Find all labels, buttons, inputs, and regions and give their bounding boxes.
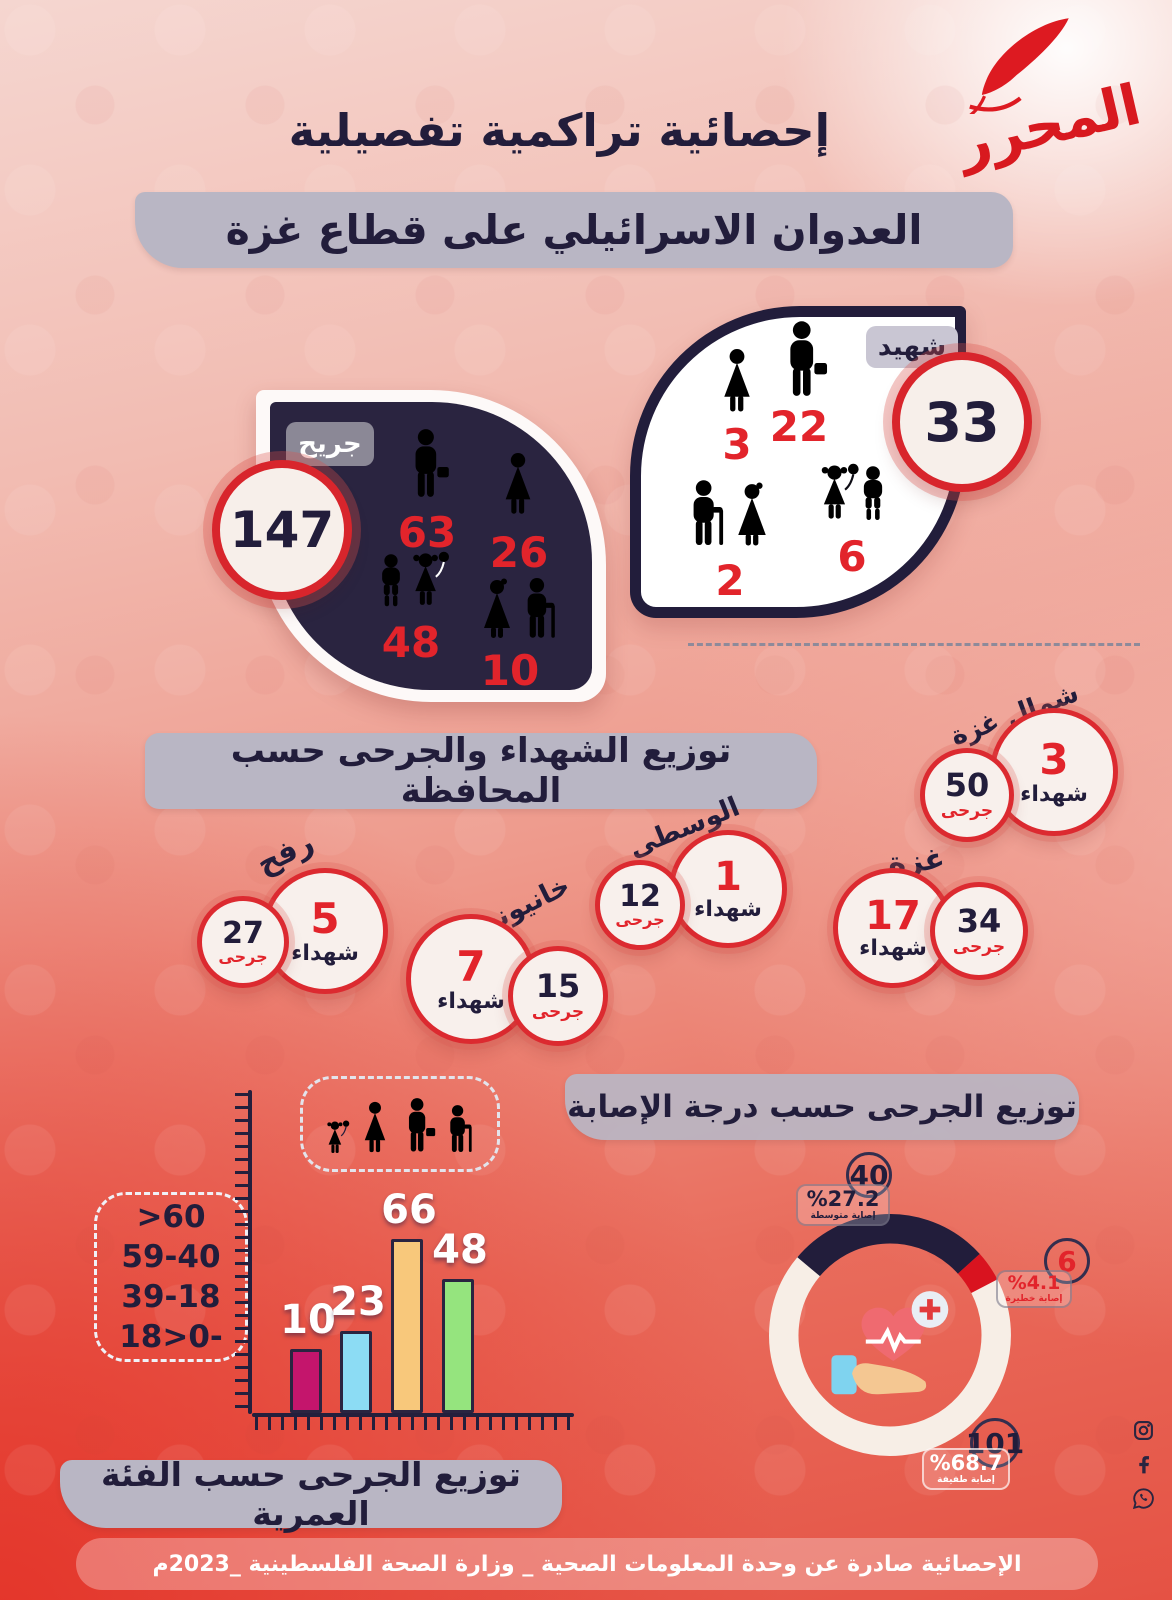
martyrs-unit: شهداء — [291, 940, 359, 966]
injury-degree-label: إصابة متوسطة — [810, 1211, 876, 1221]
injury-degree-label: إصابة طفيفة — [937, 1475, 995, 1485]
heart-in-hand-icon — [831, 1291, 949, 1395]
martyrs-count: 5 — [310, 894, 340, 944]
martyrs-count: 7 — [456, 942, 486, 992]
wounded-total: 147 — [212, 460, 352, 600]
martyrs-unit: شهداء — [437, 988, 505, 1014]
percent-value: %68.7 — [929, 1451, 1003, 1475]
bar-value: 10 — [280, 1297, 336, 1343]
woman-icon — [494, 452, 542, 522]
title-line1: إحصائية تراكمية تفصيلية — [288, 104, 830, 157]
elderly-woman-icon — [474, 578, 520, 646]
wounded-unit: جرحى — [952, 936, 1006, 957]
title-line2-banner: العدوان الاسرائيلي على قطاع غزة — [135, 192, 1013, 268]
woman-icon — [357, 1101, 393, 1159]
elderly-man-icon — [516, 576, 564, 646]
footer-source: الإحصائية صادرة عن وحدة المعلومات الصحية… — [76, 1538, 1098, 1590]
martyrs-elderly-count: 2 — [715, 556, 745, 605]
family-pictogram-box — [300, 1076, 500, 1172]
martyrs-count: 3 — [1039, 735, 1069, 785]
wounded-count: 12 — [619, 878, 661, 914]
martyrs-unit: شهداء — [859, 936, 927, 962]
bar-value: 66 — [381, 1187, 437, 1233]
age-legend-line: 39-18 — [121, 1279, 221, 1315]
martyrs-count: 1 — [714, 854, 742, 901]
critical-percent-pill: %4.1 إصابة خطيرة — [996, 1270, 1072, 1308]
age-legend-line: 59-40 — [121, 1239, 221, 1275]
martyrs-children-count: 6 — [837, 532, 867, 581]
injury-degree-label: إصابة خطيرة — [1005, 1294, 1063, 1304]
age-title-banner: توزيع الجرحى حسب الفئة العمرية — [60, 1455, 562, 1533]
wounded-count: 27 — [222, 915, 264, 951]
wounded-circle: 27 جرحى — [197, 896, 289, 988]
martyrs-count: 17 — [865, 893, 921, 940]
moderate-percent-pill: %27.2 إصابة متوسطة — [796, 1184, 890, 1226]
quill-feather-icon — [969, 18, 1069, 114]
whatsapp-icon — [1133, 1488, 1154, 1509]
wounded-circle: 15 جرحى — [508, 946, 608, 1046]
wounded-children-count: 48 — [381, 618, 441, 667]
social-icons — [1128, 1420, 1154, 1509]
bar-age-40-59 — [340, 1331, 372, 1413]
percent-value: %27.2 — [806, 1187, 880, 1211]
man-icon — [399, 1097, 437, 1159]
girl-icon — [406, 550, 452, 614]
wounded-women-count: 26 — [489, 528, 549, 577]
martyrs-men-count: 22 — [769, 402, 829, 451]
martyrs-unit: شهداء — [1020, 781, 1088, 807]
bar-value: 48 — [432, 1227, 488, 1273]
minor-percent-pill: %68.7 إصابة طفيفة — [922, 1448, 1010, 1490]
age-legend-box: >60 59-40 39-18 18>0- — [94, 1192, 248, 1362]
elderly-woman-icon — [728, 482, 776, 554]
elderly-man-icon — [682, 478, 732, 554]
boy-icon — [852, 464, 894, 528]
wounded-count: 50 — [944, 766, 990, 805]
elderly-man-icon — [443, 1103, 477, 1159]
age-legend-line: >60 — [136, 1199, 206, 1235]
wounded-count: 15 — [535, 967, 581, 1006]
martyrs-circle: 3 شهداء — [990, 708, 1118, 836]
y-axis-ruler — [230, 1090, 252, 1414]
wounded-unit: جرحى — [218, 947, 268, 967]
bar-age-0-18 — [442, 1279, 474, 1413]
woman-icon — [712, 348, 762, 420]
wounded-circle: 50 جرحى — [920, 748, 1014, 842]
age-legend-line: 18>0- — [119, 1319, 223, 1355]
martyrs-circle: 1 شهداء — [669, 830, 787, 948]
injury-donut-chart — [769, 1214, 1011, 1456]
martyrs-women-count: 3 — [722, 420, 752, 469]
critical-count-circle: 6 — [1044, 1238, 1090, 1284]
man-icon — [400, 428, 454, 506]
wounded-unit: جرحى — [940, 800, 994, 821]
wounded-elderly-count: 10 — [480, 646, 540, 695]
minor-count-circle: 101 — [966, 1418, 1024, 1468]
wounded-badge: جريح — [286, 422, 374, 466]
injury-title-banner: توزيع الجرحى حسب درجة الإصابة — [565, 1074, 1079, 1140]
governorates-title-banner: توزيع الشهداء والجرحى حسب المحافظة — [145, 731, 817, 811]
dashed-separator — [688, 643, 1140, 646]
wounded-circle: 34 جرحى — [930, 882, 1028, 980]
x-axis-ruler — [252, 1413, 574, 1431]
bar-age-60plus — [290, 1349, 322, 1413]
man-icon — [772, 320, 834, 406]
instagram-icon — [1134, 1421, 1153, 1440]
bar-value: 23 — [330, 1279, 386, 1325]
wounded-circle: 12 جرحى — [595, 860, 685, 950]
wounded-men-count: 63 — [397, 508, 457, 557]
percent-value: %4.1 — [1007, 1272, 1061, 1294]
martyrs-unit: شهداء — [694, 897, 762, 923]
wounded-unit: جرحى — [615, 910, 665, 930]
facebook-icon — [1139, 1456, 1149, 1474]
martyrs-total: 33 — [892, 352, 1032, 492]
girl-icon — [323, 1119, 351, 1159]
wounded-unit: جرحى — [531, 1001, 585, 1022]
bar-age-18-39 — [391, 1239, 423, 1413]
wounded-count: 34 — [956, 902, 1002, 941]
